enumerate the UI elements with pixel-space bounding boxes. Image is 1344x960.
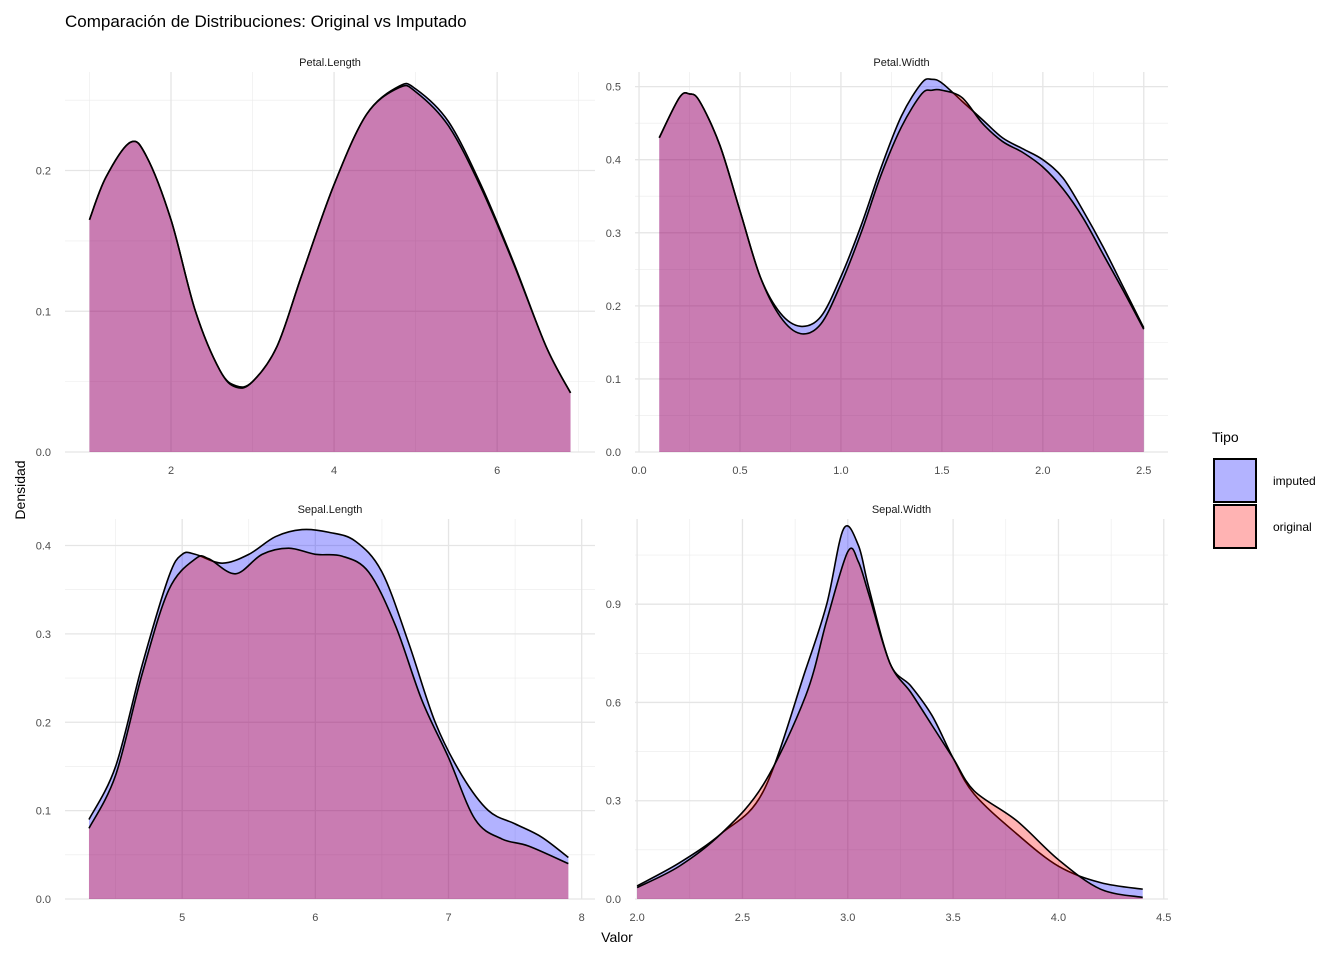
- facet-strip-label: Petal.Width: [873, 57, 929, 69]
- density-line-original: [636, 547, 1143, 899]
- legend-label-imputed: imputed: [1273, 474, 1316, 488]
- y-tick-label: 0.0: [606, 447, 621, 459]
- y-tick-label: 0.3: [606, 796, 621, 808]
- x-tick-label: 4.0: [1051, 912, 1066, 924]
- x-tick-label: 0.5: [732, 465, 747, 477]
- y-tick-label: 0.9: [606, 599, 621, 611]
- legend-key-original: [1213, 504, 1257, 549]
- x-tick-label: 1.5: [934, 465, 949, 477]
- panel-sepal-width: 2.0 2.5 3.0 3.5 4.0 4.5 0.0 0.3 0.6 0.9 Sepal.Widt…: [606, 504, 1172, 924]
- x-tick-label: 8: [579, 912, 585, 924]
- y-tick-label: 0.5: [606, 82, 621, 94]
- x-tick-label: 0.0: [631, 465, 646, 477]
- y-tick-label: 0.0: [36, 447, 51, 459]
- y-tick-label: 0.0: [36, 894, 51, 906]
- density-area-original: [637, 548, 1143, 899]
- x-tick-label: 3.5: [945, 912, 960, 924]
- legend-key-imputed: [1213, 458, 1257, 503]
- density-area-original: [88, 548, 569, 899]
- x-tick-label: 2.0: [629, 912, 644, 924]
- y-axis-label: Densidad: [12, 460, 28, 519]
- y-tick-label: 0.0: [606, 894, 621, 906]
- x-tick-label: 5: [179, 912, 185, 924]
- density-area-imputed: [659, 78, 1144, 452]
- x-axis-label: Valor: [601, 929, 633, 945]
- x-tick-label: 3.0: [840, 912, 855, 924]
- x-tick-label: 7: [445, 912, 451, 924]
- x-tick-label: 2.5: [735, 912, 750, 924]
- y-tick-label: 0.1: [36, 806, 51, 818]
- density-area-original: [659, 89, 1144, 453]
- facet-strip-label: Sepal.Length: [298, 504, 363, 516]
- panel-petal-length: 2 4 6 0.0 0.1 0.2 Petal.Length: [36, 57, 595, 477]
- legend-label-original: original: [1273, 520, 1312, 534]
- y-tick-label: 0.1: [36, 306, 51, 318]
- panel-sepal-length: 5 6 7 8 0.0 0.1 0.2 0.3 0.4 Sepal.Length: [36, 504, 595, 924]
- legend: Tipo imputed original: [1212, 429, 1316, 549]
- facet-strip-label: Petal.Length: [299, 57, 361, 69]
- facet-strip-label: Sepal.Width: [872, 504, 931, 516]
- x-tick-label: 6: [494, 465, 500, 477]
- y-tick-label: 0.4: [36, 541, 51, 553]
- x-tick-label: 4: [331, 465, 337, 477]
- density-area-imputed: [637, 525, 1143, 899]
- x-tick-label: 2.5: [1136, 465, 1151, 477]
- y-tick-label: 0.2: [606, 301, 621, 313]
- x-tick-label: 1.0: [833, 465, 848, 477]
- density-line-imputed: [636, 525, 1143, 890]
- density-area-imputed: [89, 83, 571, 453]
- y-tick-label: 0.3: [36, 629, 51, 641]
- density-line-original: [658, 88, 1145, 335]
- y-tick-label: 0.2: [36, 717, 51, 729]
- y-tick-label: 0.6: [606, 697, 621, 709]
- density-line-original: [88, 547, 569, 865]
- x-tick-label: 6: [312, 912, 318, 924]
- density-area-imputed: [88, 529, 569, 899]
- density-line-imputed: [88, 528, 569, 859]
- panel-petal-width: 0.0 0.5 1.0 1.5 2.0 2.5 0.0 0.1 0.2 0.3 0.4 0.5 Peta…: [606, 57, 1168, 477]
- density-line-original: [88, 84, 572, 394]
- y-tick-label: 0.3: [606, 228, 621, 240]
- x-tick-label: 2.0: [1035, 465, 1050, 477]
- y-tick-label: 0.1: [606, 374, 621, 386]
- y-tick-label: 0.2: [36, 166, 51, 178]
- y-tick-label: 0.4: [606, 155, 621, 167]
- legend-title: Tipo: [1212, 429, 1239, 445]
- x-tick-label: 4.5: [1156, 912, 1171, 924]
- x-tick-label: 2: [168, 465, 174, 477]
- density-area-original: [89, 85, 571, 453]
- chart-title: Comparación de Distribuciones: Original …: [65, 12, 467, 31]
